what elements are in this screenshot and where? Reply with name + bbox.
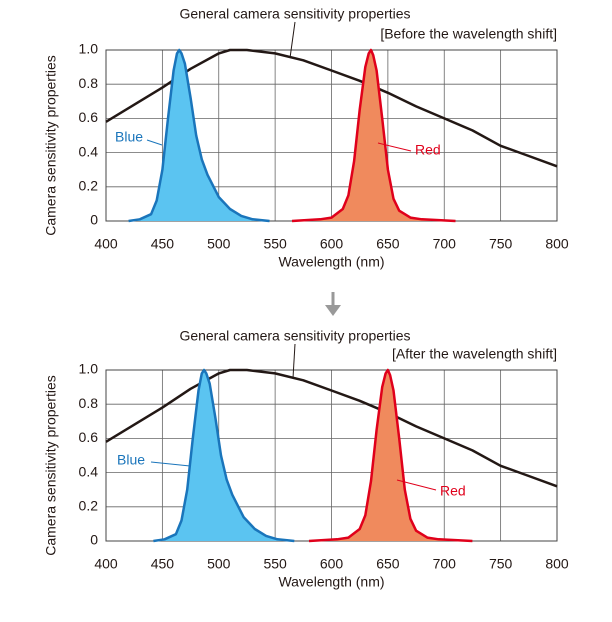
series-line xyxy=(291,48,456,223)
leader-line xyxy=(292,343,296,379)
leader-line xyxy=(377,142,412,152)
area xyxy=(128,50,270,221)
leader-line xyxy=(289,21,296,59)
x-axis-label: Wavelength (nm) xyxy=(278,254,384,270)
arrow-head xyxy=(325,305,341,316)
subtitle: [After the wavelength shift] xyxy=(392,346,557,362)
series-line xyxy=(128,48,270,223)
y-tick-label: 0.4 xyxy=(79,463,99,479)
chart: 0 0.2 0.4 0.6 0.8 1.0 400 450 500 550 600 650 700 750… xyxy=(43,328,569,590)
y-tick-label: 0 xyxy=(90,532,98,548)
leader-line xyxy=(150,461,191,467)
series-line xyxy=(308,368,473,543)
chart-title: General camera sensitivity properties xyxy=(179,328,410,344)
subtitle: [Before the wavelength shift] xyxy=(380,26,557,42)
series-label: Red xyxy=(440,483,466,499)
y-tick-label: 0.4 xyxy=(79,143,99,159)
y-tick-label: 0.2 xyxy=(79,498,99,514)
leader-line xyxy=(396,479,437,491)
y-tick-label: 1.0 xyxy=(79,41,99,57)
area xyxy=(153,370,295,541)
x-axis-label: Wavelength (nm) xyxy=(278,574,384,590)
x-tick-label: 700 xyxy=(433,236,457,252)
series-label: Red xyxy=(415,142,441,158)
x-tick-label: 750 xyxy=(489,236,513,252)
x-tick-label: 400 xyxy=(94,556,118,572)
x-tick-label: 500 xyxy=(207,556,231,572)
x-tick-label: 550 xyxy=(263,556,287,572)
x-tick-label: 400 xyxy=(94,236,118,252)
x-tick-label: 700 xyxy=(433,556,457,572)
x-tick-label: 450 xyxy=(151,556,175,572)
series-label: Blue xyxy=(117,452,145,468)
y-tick-label: 0.6 xyxy=(79,109,99,125)
x-tick-label: 500 xyxy=(207,236,231,252)
area xyxy=(292,50,456,221)
series-line xyxy=(105,368,558,488)
chart: 0 0.2 0.4 0.6 0.8 1.0 400 450 500 550 600 650 700 750… xyxy=(43,6,569,270)
y-tick-label: 0 xyxy=(90,212,98,228)
down-arrow xyxy=(325,292,341,316)
y-tick-label: 1.0 xyxy=(79,361,99,377)
x-tick-label: 600 xyxy=(320,556,344,572)
y-tick-label: 0.6 xyxy=(79,429,99,445)
y-tick-label: 0.8 xyxy=(79,75,99,91)
x-tick-label: 800 xyxy=(545,556,569,572)
x-tick-label: 450 xyxy=(151,236,175,252)
y-axis-label: Camera sensitivity properties xyxy=(43,55,59,236)
series-line xyxy=(153,368,295,543)
series-label: Blue xyxy=(115,129,143,145)
y-axis-label: Camera sensitivity properties xyxy=(43,375,59,556)
area xyxy=(309,370,473,541)
x-tick-label: 600 xyxy=(320,236,344,252)
leader-line xyxy=(146,139,163,146)
x-tick-label: 750 xyxy=(489,556,513,572)
x-tick-label: 650 xyxy=(376,556,400,572)
x-tick-label: 650 xyxy=(376,236,400,252)
y-tick-label: 0.2 xyxy=(79,178,99,194)
chart-title: General camera sensitivity properties xyxy=(179,6,410,22)
y-tick-label: 0.8 xyxy=(79,395,99,411)
x-tick-label: 800 xyxy=(545,236,569,252)
x-tick-label: 550 xyxy=(263,236,287,252)
